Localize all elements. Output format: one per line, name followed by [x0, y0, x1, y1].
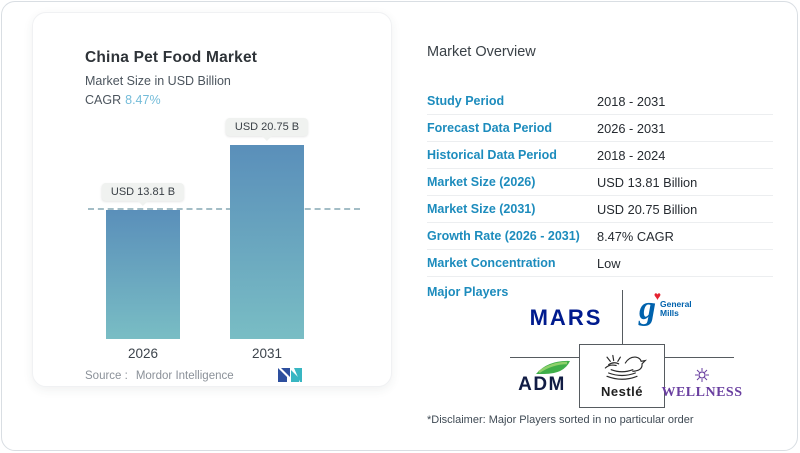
cagr-label: CAGR [85, 93, 122, 107]
x-tick-label: 2026 [127, 346, 159, 361]
reference-dashed-line [88, 208, 360, 210]
nestle-wordmark: Nestlé [600, 384, 644, 399]
bar-value-pill: USD 13.81 B [101, 183, 185, 206]
row-value: 8.47% CAGR [597, 228, 674, 244]
x-tick-label: 2031 [251, 346, 283, 361]
row-value: 2018 - 2031 [597, 93, 666, 109]
row-label: Forecast Data Period [427, 121, 553, 135]
source-value: Mordor Intelligence [135, 370, 234, 382]
table-row: Market Size (2031) USD 20.75 Billion [427, 196, 773, 223]
player-grid-vertical-divider [622, 290, 623, 344]
leaf-icon [536, 360, 570, 374]
table-row: Growth Rate (2026 - 2031) 8.47% CAGR [427, 223, 773, 250]
adm-wordmark: ADM [518, 373, 566, 395]
bird-nest-icon [604, 354, 647, 380]
bar-group-2026: USD 13.81 B 2026 [101, 13, 185, 361]
row-value: 2026 - 2031 [597, 120, 666, 136]
starburst-icon [695, 368, 709, 382]
table-row: Market Size (2026) USD 13.81 Billion [427, 169, 773, 196]
table-row: Market Concentration Low [427, 250, 773, 277]
source-line: Source : Mordor Intelligence [85, 370, 234, 382]
heart-icon: ♥ [653, 289, 661, 303]
table-row: Forecast Data Period 2026 - 2031 [427, 115, 773, 142]
source-label: Source : [85, 370, 128, 382]
general-mills-g-glyph: g ♥ [639, 289, 661, 327]
row-value: 2018 - 2024 [597, 147, 666, 163]
disclaimer-text: *Disclaimer: Major Players sorted in no … [427, 414, 694, 426]
row-label: Historical Data Period [427, 148, 557, 162]
row-value: Low [597, 255, 621, 271]
row-value: USD 20.75 Billion [597, 201, 698, 217]
row-label: Market Size (2031) [427, 202, 536, 216]
adm-logo: ADM [500, 359, 584, 395]
row-value: USD 13.81 Billion [597, 174, 698, 190]
bar [230, 145, 304, 339]
cagr-line: CAGR 8.47% [85, 93, 161, 107]
bar [106, 210, 180, 339]
table-row: Study Period 2018 - 2031 [427, 88, 773, 115]
major-players-label: Major Players [427, 285, 509, 299]
row-label: Market Concentration [427, 256, 556, 270]
table-row: Historical Data Period 2018 - 2024 [427, 142, 773, 169]
player-grid-horizontal-divider-left [510, 357, 579, 358]
chart-card: China Pet Food Market Market Size in USD… [32, 12, 392, 387]
row-label: Growth Rate (2026 - 2031) [427, 229, 580, 243]
general-mills-wordmark: General Mills [660, 298, 692, 319]
row-label: Study Period [427, 94, 505, 108]
bar-chart: USD 13.81 B 2026 USD 20.75 B 2031 [33, 13, 391, 361]
row-label: Market Size (2026) [427, 175, 536, 189]
player-grid-horizontal-divider-right [665, 357, 734, 358]
chart-title: China Pet Food Market [85, 49, 258, 66]
cagr-value: 8.47% [125, 93, 161, 107]
wellness-wordmark: WELLNESS [661, 385, 743, 400]
wellness-logo: WELLNESS [654, 368, 750, 400]
overview-title: Market Overview [427, 44, 536, 60]
chart-subtitle: Market Size in USD Billion [85, 74, 231, 88]
general-mills-logo: g ♥ General Mills [639, 289, 692, 327]
overview-table: Study Period 2018 - 2031 Forecast Data P… [427, 88, 773, 277]
bar-group-2031: USD 20.75 B 2031 [225, 13, 309, 361]
bar-value-pill: USD 20.75 B [225, 118, 309, 141]
mars-logo: MARS [529, 305, 603, 330]
mordor-intelligence-logo-icon [278, 364, 302, 387]
nestle-logo: Nestlé [579, 344, 665, 408]
